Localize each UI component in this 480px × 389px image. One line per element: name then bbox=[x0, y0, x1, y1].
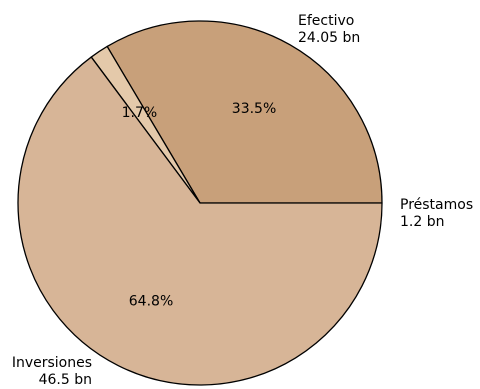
slice-percent-inversiones: 64.8% bbox=[129, 294, 173, 310]
slice-value-prestamos: 1.2 bn bbox=[400, 214, 444, 230]
slice-inversiones bbox=[17, 56, 383, 386]
slice-label-efectivo: Efectivo bbox=[298, 13, 354, 29]
pie-labels: Efectivo 24.05 bn 33.5% Préstamos 1.2 bn… bbox=[12, 13, 473, 388]
slice-label-prestamos: Préstamos bbox=[400, 197, 473, 213]
slice-label-inversiones: Inversiones bbox=[12, 355, 92, 371]
pie-slices bbox=[17, 20, 383, 386]
slice-efectivo bbox=[106, 20, 383, 204]
slice-percent-prestamos: 1.7% bbox=[122, 105, 158, 121]
slice-value-inversiones: 46.5 bn bbox=[39, 372, 92, 388]
slice-percent-efectivo: 33.5% bbox=[232, 101, 276, 117]
slice-value-efectivo: 24.05 bn bbox=[298, 30, 360, 46]
